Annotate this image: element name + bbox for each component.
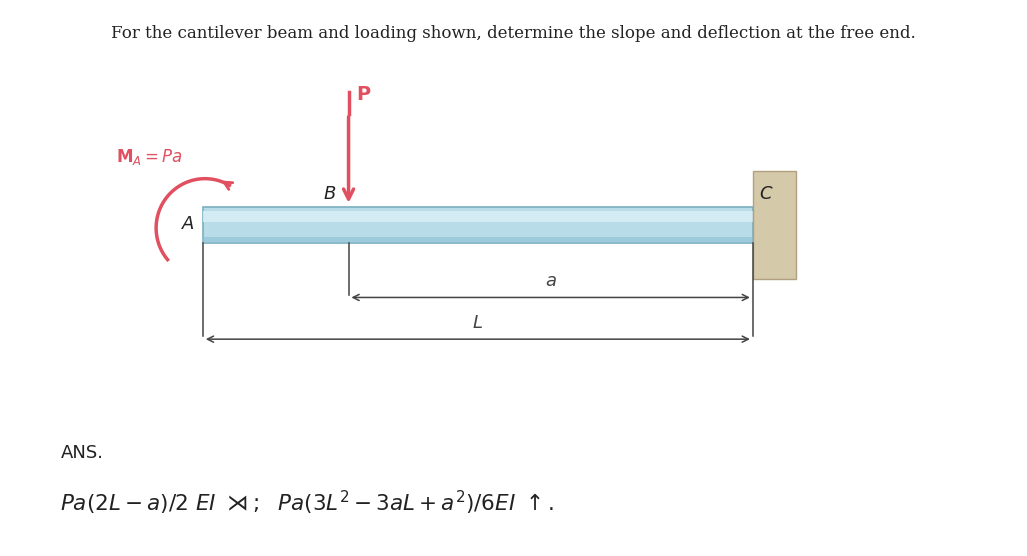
Text: $\mathbf{P}$: $\mathbf{P}$ bbox=[355, 85, 371, 104]
Text: ANS.: ANS. bbox=[61, 444, 104, 462]
Bar bbox=[203, 237, 753, 244]
Bar bbox=[203, 207, 753, 244]
Text: $\mathit{Pa}(2L-a)/2\ \mathit{EI}\ \rtimes;\ \ \mathit{Pa}(3L^2-3aL+a^2)/6\mathi: $\mathit{Pa}(2L-a)/2\ \mathit{EI}\ \rtim… bbox=[61, 489, 555, 517]
Text: $a$: $a$ bbox=[544, 272, 557, 290]
Text: For the cantilever beam and loading shown, determine the slope and deflection at: For the cantilever beam and loading show… bbox=[111, 25, 916, 42]
Text: $\mathbf{M}_A = Pa$: $\mathbf{M}_A = Pa$ bbox=[116, 147, 183, 167]
Text: $L$: $L$ bbox=[472, 314, 484, 332]
Bar bbox=[753, 171, 796, 280]
Bar bbox=[203, 211, 753, 222]
Text: $C$: $C$ bbox=[759, 185, 773, 203]
Text: $B$: $B$ bbox=[324, 185, 336, 203]
Text: $A$: $A$ bbox=[181, 215, 195, 232]
